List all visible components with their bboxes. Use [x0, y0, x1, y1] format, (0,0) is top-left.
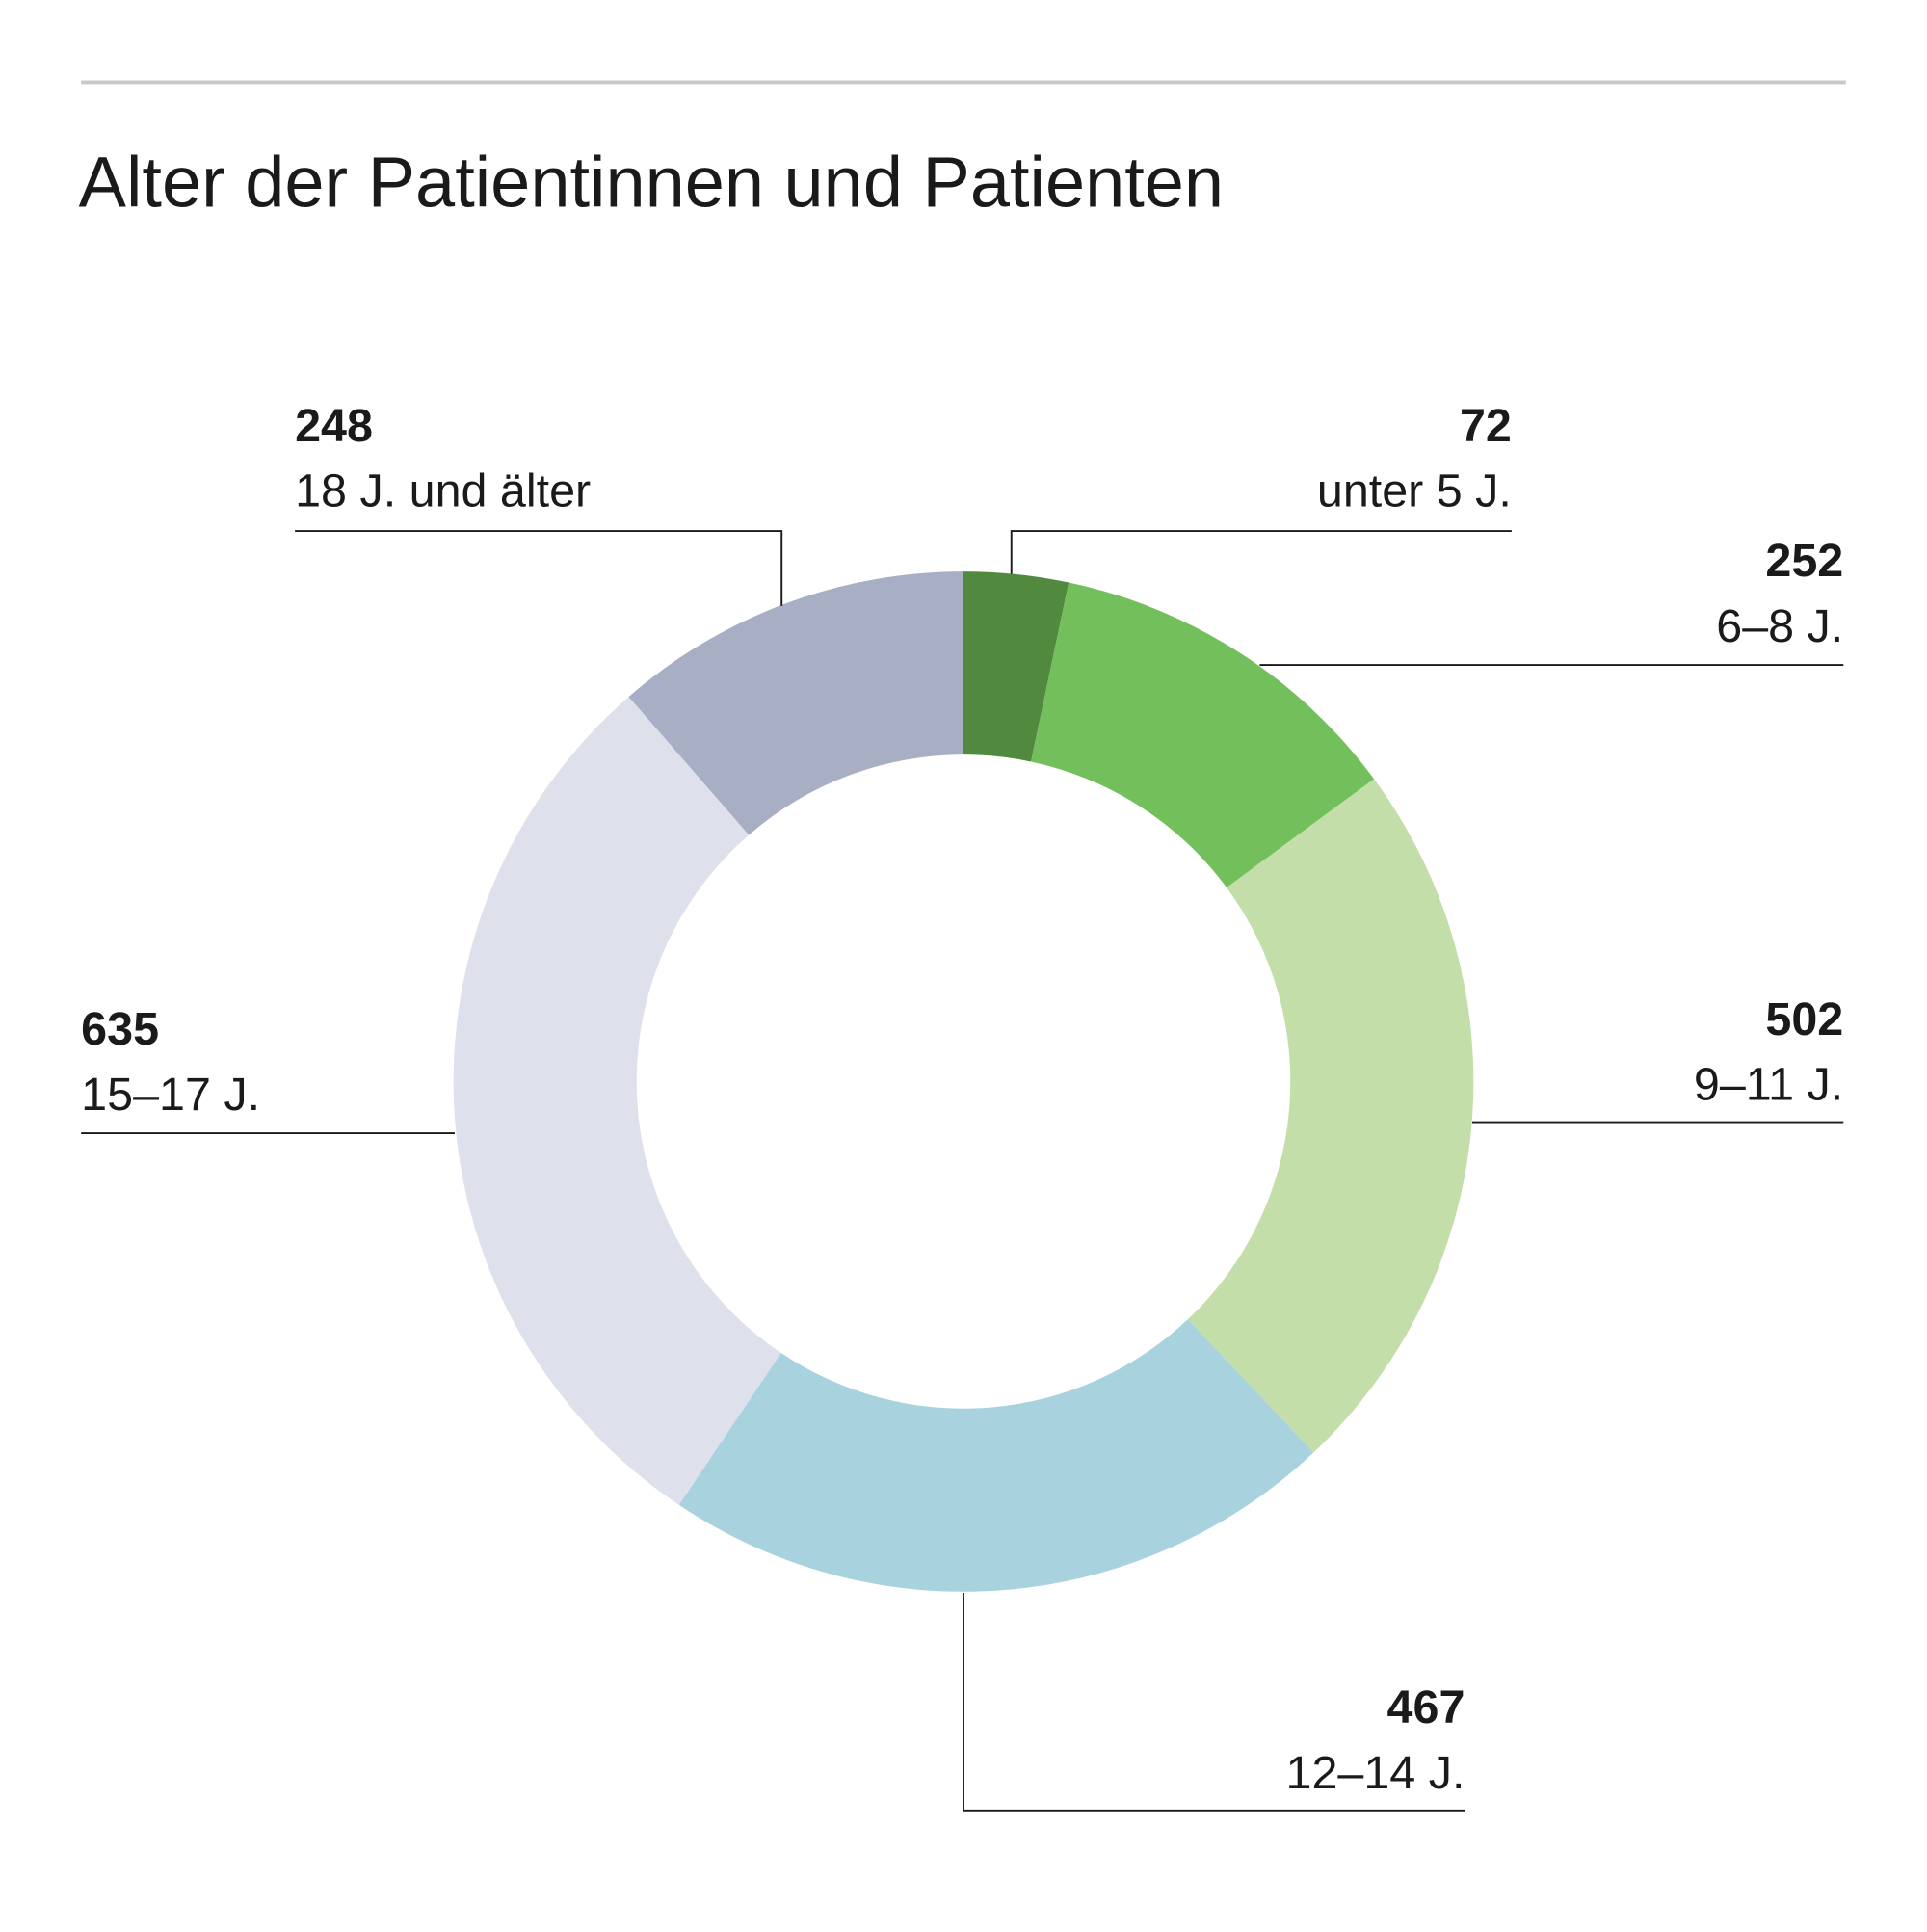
donut-segment	[628, 571, 964, 835]
leader-line	[963, 1593, 1465, 1812]
donut-segment	[1187, 779, 1474, 1453]
leader-line	[1010, 530, 1512, 574]
value-label: 72	[1460, 400, 1512, 452]
donut-segment	[964, 571, 1069, 762]
value-label: 502	[1765, 993, 1843, 1045]
value-label: 248	[295, 400, 373, 452]
value-label: 252	[1765, 535, 1843, 587]
leader-line	[295, 530, 783, 606]
category-label: 12–14 J.	[1286, 1747, 1465, 1799]
value-label: 635	[81, 1003, 159, 1055]
donut-segment	[453, 697, 781, 1505]
donut-segment	[1031, 582, 1375, 888]
category-label: 18 J. und älter	[295, 465, 591, 517]
donut-segment	[678, 1319, 1314, 1592]
chart-title: Alter der Patientinnen und Patienten	[79, 142, 1224, 222]
category-label: 15–17 J.	[81, 1069, 260, 1121]
value-label: 467	[1387, 1681, 1465, 1734]
category-label: 6–8 J.	[1716, 600, 1843, 652]
category-label: unter 5 J.	[1317, 465, 1512, 517]
category-label: 9–11 J.	[1694, 1059, 1843, 1111]
